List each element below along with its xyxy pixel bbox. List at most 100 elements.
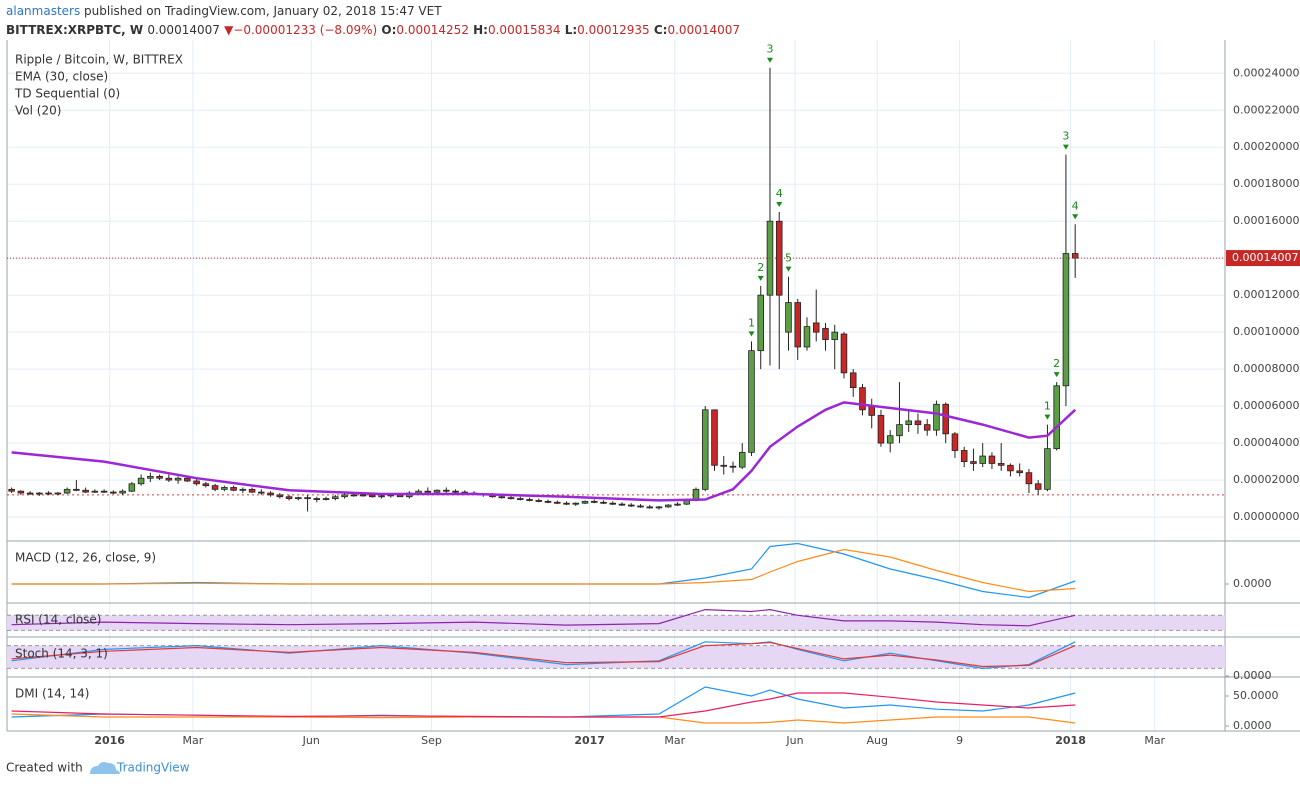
candle-body xyxy=(63,488,71,494)
candle-body xyxy=(295,497,302,500)
td-marker xyxy=(757,275,764,281)
y-tick-label: 0.00024000 xyxy=(1233,66,1299,79)
td-label: 1 xyxy=(748,316,755,329)
candle-body xyxy=(304,497,311,500)
candle-body xyxy=(590,500,598,503)
arrow: ▼ xyxy=(224,23,234,37)
candle-body xyxy=(655,506,663,509)
candle-body xyxy=(748,350,755,453)
candle-body xyxy=(221,487,228,490)
y-tick-label: 0.00018000 xyxy=(1233,177,1299,190)
candle-body xyxy=(211,485,219,490)
panel-label: Stoch (14, 3, 1) xyxy=(15,647,108,661)
candle-body xyxy=(165,477,173,481)
candle-body xyxy=(840,333,848,374)
header-line-2: BITTREX:XRPBTC, W 0.00014007 ▼−0.0000123… xyxy=(6,23,740,37)
candle-body xyxy=(997,463,1005,466)
candle-body xyxy=(646,506,654,509)
td-marker xyxy=(1053,372,1060,378)
candle-body xyxy=(156,475,163,479)
y-tick-label: 50.0000 xyxy=(1233,689,1279,702)
candle-body xyxy=(618,503,626,506)
l-label: L: xyxy=(565,23,577,37)
c: 0.00014007 xyxy=(667,23,740,37)
candle-body xyxy=(711,409,718,466)
candle-body xyxy=(701,409,709,490)
candle-body xyxy=(923,424,931,431)
indicator-line xyxy=(11,548,1076,593)
author[interactable]: alanmasters xyxy=(6,4,80,18)
y-tick-label: 0.00008000 xyxy=(1233,362,1299,375)
candle-body xyxy=(803,326,811,348)
candle-body xyxy=(507,497,515,500)
h: 0.00015834 xyxy=(488,23,561,37)
candle-body xyxy=(729,465,737,468)
legend-entry: Ripple / Bitcoin, W, BITTREX xyxy=(15,53,183,67)
x-tick-label: Jun xyxy=(785,734,803,747)
candle-body xyxy=(433,489,441,493)
legend-entry: Vol (20) xyxy=(15,104,61,118)
legend-entry: EMA (30, close) xyxy=(15,70,108,84)
td-label: 2 xyxy=(1053,357,1060,370)
x-tick-label: Aug xyxy=(867,734,888,747)
candle-body xyxy=(128,483,136,492)
candle-body xyxy=(8,488,15,492)
candle-body xyxy=(526,499,533,501)
candle-body xyxy=(239,488,247,491)
indicator-line xyxy=(11,692,1076,718)
td-label: 2 xyxy=(757,261,764,274)
band xyxy=(7,615,1225,631)
candle-body xyxy=(831,331,838,340)
ema-line xyxy=(11,401,1077,502)
candle-body xyxy=(119,490,126,494)
candle-body xyxy=(1034,483,1042,490)
candle-body xyxy=(174,477,182,481)
o-label: O: xyxy=(381,23,396,37)
candle-body xyxy=(1071,253,1079,259)
td-marker xyxy=(1062,144,1069,150)
c-label: C: xyxy=(654,23,668,37)
logo xyxy=(90,762,120,774)
x-tick-label: 2016 xyxy=(94,734,125,747)
last-price-label: 0.00014007 xyxy=(1232,251,1298,264)
candle-body xyxy=(905,420,912,426)
indicator-line xyxy=(11,608,1076,627)
candle-body xyxy=(970,461,977,464)
candle-body xyxy=(350,494,358,497)
candle-body xyxy=(738,451,746,468)
td-marker xyxy=(748,331,755,337)
candle-body xyxy=(341,494,348,498)
footer-brand[interactable]: TradingView xyxy=(116,761,190,775)
candle-body xyxy=(812,322,820,333)
candle-body xyxy=(91,490,99,493)
candle-body xyxy=(17,490,25,494)
last-price-box xyxy=(1226,250,1300,267)
candle-body xyxy=(859,387,866,411)
y-tick-label: 0.00000000 xyxy=(1233,510,1299,523)
plot: 2016 Mar Jun Sep 2017 Mar Jun Aug 9 2018 Mar 0.0000… xyxy=(6,40,1300,747)
x-tick-label: Mar xyxy=(664,734,685,747)
candle-body xyxy=(258,491,265,494)
candle-body xyxy=(322,498,330,500)
panel-label: RSI (14, close) xyxy=(15,613,101,627)
x-tick-label: Mar xyxy=(183,734,204,747)
header-line-1: alanmasters published on TradingView.com… xyxy=(6,4,442,18)
candle-body xyxy=(794,302,801,348)
x-tick-label: Sep xyxy=(421,734,442,747)
candle-body xyxy=(73,488,80,491)
candle-body xyxy=(369,494,376,498)
candle-body xyxy=(775,220,783,296)
candle-body xyxy=(720,464,728,467)
td-marker xyxy=(766,57,773,63)
h-label: H: xyxy=(473,23,488,37)
candle-body xyxy=(877,414,885,444)
td-marker xyxy=(1072,214,1079,220)
x-tick-label: Mar xyxy=(1144,734,1165,747)
y-tick-label: 0.00004000 xyxy=(1233,436,1299,449)
td-marker xyxy=(776,201,783,207)
candle-body xyxy=(627,504,635,507)
candle-body xyxy=(332,496,339,499)
candle-body xyxy=(202,483,210,487)
candle-body xyxy=(137,477,145,485)
